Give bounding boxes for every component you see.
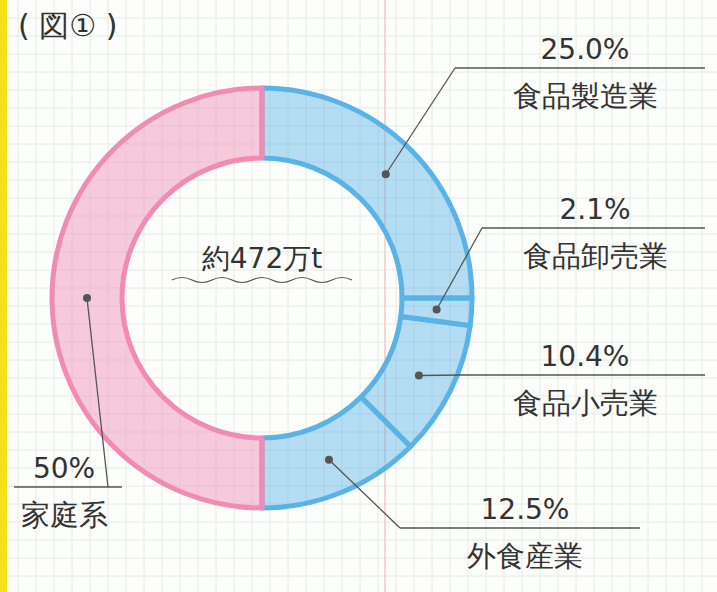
paper-grid xyxy=(0,558,717,559)
label-underline xyxy=(455,67,705,68)
paper-margin xyxy=(384,0,386,592)
leader-line xyxy=(386,68,455,174)
paper-grid xyxy=(378,0,379,592)
label-underline xyxy=(482,227,705,228)
leader-line xyxy=(329,460,400,528)
center-underline xyxy=(172,278,352,283)
paper-grid xyxy=(0,72,717,73)
category-label: 家庭系 xyxy=(21,498,108,532)
paper-grid xyxy=(18,0,19,592)
center-label: 約472万t xyxy=(202,242,322,275)
leader-line xyxy=(437,228,482,310)
category-label: 食品卸売業 xyxy=(523,239,668,273)
label-underline xyxy=(400,527,640,528)
leader-dot xyxy=(415,371,423,379)
page: ( 図① ) 約472万t 25.0% 食品製造業 2.1% 食品卸売業 10.4% 食品小売… xyxy=(0,0,717,592)
paper-grid xyxy=(162,0,163,592)
chart: ( 図① ) 約472万t 25.0% 食品製造業 2.1% 食品卸売業 10.4% 食品小売… xyxy=(0,0,717,592)
paper-grid xyxy=(144,0,145,592)
paper-grid xyxy=(360,0,361,592)
leader-dot xyxy=(433,306,441,314)
title: ( 図① ) xyxy=(18,8,117,43)
paper xyxy=(0,0,717,592)
paper-grid xyxy=(342,0,343,592)
paper-grid xyxy=(180,0,181,592)
paper-grid xyxy=(0,522,717,523)
data-label: 50% xyxy=(33,452,95,485)
paper-edge xyxy=(0,0,7,592)
paper-grid xyxy=(684,0,685,592)
paper-grid xyxy=(396,0,397,592)
labels: 25.0% 食品製造業 2.1% 食品卸売業 10.4% 食品小売業 12.5% 外食産業 50… xyxy=(14,33,705,573)
leader-dot xyxy=(382,170,390,178)
data-label: 25.0% xyxy=(541,33,630,66)
data-label: 12.5% xyxy=(481,493,570,526)
paper-grid xyxy=(126,0,127,592)
paper-grid xyxy=(0,540,717,541)
paper-grid xyxy=(666,0,667,592)
paper-grid xyxy=(198,0,199,592)
paper-grid xyxy=(324,0,325,592)
category-label: 食品製造業 xyxy=(513,79,658,113)
paper-grid xyxy=(0,576,717,577)
slice xyxy=(262,397,410,508)
paper-grid xyxy=(702,0,703,592)
leader-line xyxy=(419,374,462,376)
label-underline xyxy=(14,486,122,487)
label-underline xyxy=(462,374,705,375)
paper-grid xyxy=(0,504,717,505)
category-label: 食品小売業 xyxy=(513,386,658,420)
data-label: 2.1% xyxy=(559,193,630,226)
slice xyxy=(52,88,262,508)
data-label: 10.4% xyxy=(541,340,630,373)
leader-dot xyxy=(325,456,333,464)
slices xyxy=(52,88,472,508)
leader-dot xyxy=(83,294,91,302)
category-label: 外食産業 xyxy=(467,539,583,573)
